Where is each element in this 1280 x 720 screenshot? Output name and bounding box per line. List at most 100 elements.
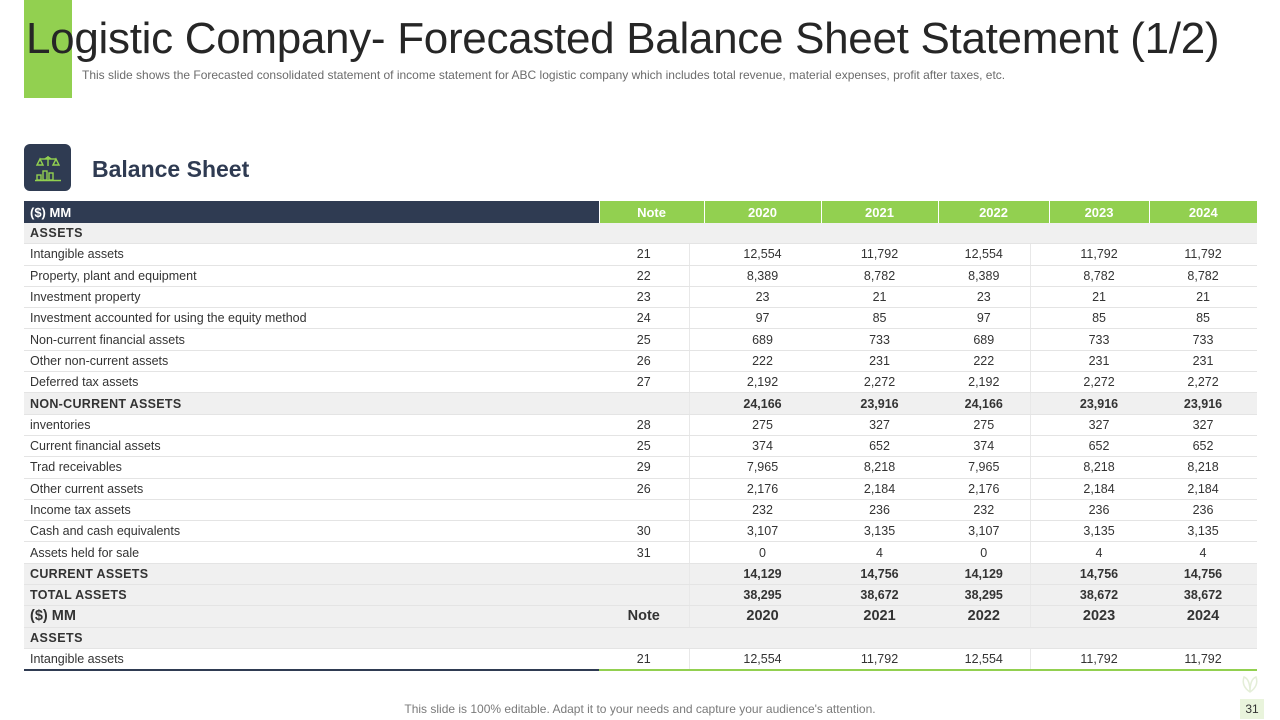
value-cell-2020: 222 <box>704 350 822 373</box>
cell-gap <box>688 605 705 628</box>
value-cell-2023: 38,672 <box>1049 584 1150 607</box>
note-cell <box>599 499 689 522</box>
cell-gap <box>1029 328 1050 351</box>
cell-gap <box>1029 648 1050 672</box>
value-cell-2024: 14,756 <box>1149 563 1258 586</box>
value-cell-2021: 2,184 <box>821 478 939 500</box>
cell-gap <box>688 435 705 458</box>
value-cell-2024: 236 <box>1149 499 1258 522</box>
page-number: 31 <box>1240 699 1264 719</box>
cell-gap <box>688 478 705 500</box>
cell-gap <box>1029 350 1050 373</box>
value-cell-2022: 222 <box>938 350 1031 373</box>
value-cell-2022: 14,129 <box>938 563 1031 586</box>
note-cell <box>599 392 689 415</box>
value-cell-2024: 2024 <box>1149 605 1258 628</box>
note-cell <box>599 584 689 607</box>
cell-gap <box>1029 243 1050 266</box>
leaf-logo-icon <box>1242 676 1258 693</box>
cell-gap <box>688 243 705 266</box>
row-filler <box>599 223 1258 245</box>
value-cell-2022: 3,107 <box>938 520 1031 543</box>
value-cell-2023: 21 <box>1049 286 1150 309</box>
row-label: Property, plant and equipment <box>24 265 599 287</box>
value-cell-2024: 733 <box>1149 328 1258 351</box>
value-cell-2024: 4 <box>1149 541 1258 564</box>
value-cell-2022: 12,554 <box>938 243 1031 266</box>
cell-gap <box>688 456 705 479</box>
value-cell-2023: 14,756 <box>1049 563 1150 586</box>
section-row: ASSETS <box>24 223 1258 245</box>
value-cell-2023: 236 <box>1049 499 1150 522</box>
value-cell-2020: 23 <box>704 286 822 309</box>
table-row: Assets held for sale 31 0 4 0 4 4 <box>24 541 1258 564</box>
value-cell-2020: 24,166 <box>704 392 822 415</box>
cell-gap <box>1029 456 1050 479</box>
table-row: Non-current financial assets 25 689 733 689 7… <box>24 328 1258 351</box>
cell-gap <box>688 286 705 309</box>
value-cell-2024: 38,672 <box>1149 584 1258 607</box>
value-cell-2024: 8,782 <box>1149 265 1258 287</box>
note-cell: 26 <box>599 350 689 373</box>
note-cell: 22 <box>599 265 689 287</box>
value-cell-2022: 8,389 <box>938 265 1031 287</box>
value-cell-2023: 327 <box>1049 414 1150 436</box>
value-cell-2023: 2,184 <box>1049 478 1150 500</box>
table-row: Current financial assets 25 374 652 374 652 65… <box>24 435 1258 458</box>
value-cell-2020: 8,389 <box>704 265 822 287</box>
cell-gap <box>688 584 705 607</box>
value-cell-2024: 8,218 <box>1149 456 1258 479</box>
cell-gap <box>1029 541 1050 564</box>
value-cell-2024: 2,184 <box>1149 478 1258 500</box>
note-cell <box>599 563 689 586</box>
value-cell-2023: 23,916 <box>1049 392 1150 415</box>
cell-gap <box>688 371 705 394</box>
value-cell-2020: 232 <box>704 499 822 522</box>
table-row: Other current assets 26 2,176 2,184 2,176 2,1… <box>24 478 1258 500</box>
cell-gap <box>1029 286 1050 309</box>
value-cell-2020: 12,554 <box>704 243 822 266</box>
value-cell-2021: 21 <box>821 286 939 309</box>
table-row: Property, plant and equipment 22 8,389 8,78… <box>24 265 1258 287</box>
cell-gap <box>1029 584 1050 607</box>
cell-gap <box>1029 605 1050 628</box>
value-cell-2024: 11,792 <box>1149 648 1258 672</box>
row-label: Income tax assets <box>24 499 599 522</box>
value-cell-2021: 652 <box>821 435 939 458</box>
value-cell-2021: 2,272 <box>821 371 939 394</box>
value-cell-2024: 652 <box>1149 435 1258 458</box>
value-cell-2021: 3,135 <box>821 520 939 543</box>
row-label: Other current assets <box>24 478 599 500</box>
value-cell-2020: 374 <box>704 435 822 458</box>
note-cell: 31 <box>599 541 689 564</box>
note-cell: 23 <box>599 286 689 309</box>
value-cell-2022: 374 <box>938 435 1031 458</box>
section-row: ASSETS <box>24 627 1258 649</box>
value-cell-2021: 11,792 <box>821 648 939 672</box>
value-cell-2022: 689 <box>938 328 1031 351</box>
value-cell-2023: 4 <box>1049 541 1150 564</box>
note-cell: 28 <box>599 414 689 436</box>
value-cell-2020: 2,192 <box>704 371 822 394</box>
cell-gap <box>1029 520 1050 543</box>
balance-sheet-table: ($) MM Note 2020 2021 2022 2023 2024 ASS… <box>24 201 1258 672</box>
note-cell: 29 <box>599 456 689 479</box>
table-row: Deferred tax assets 27 2,192 2,272 2,192 2,27… <box>24 371 1258 394</box>
column-header-2021: 2021 <box>820 201 939 223</box>
value-cell-2024: 2,272 <box>1149 371 1258 394</box>
note-cell: 25 <box>599 328 689 351</box>
value-cell-2020: 3,107 <box>704 520 822 543</box>
value-cell-2021: 11,792 <box>821 243 939 266</box>
row-label: Trad receivables <box>24 456 599 479</box>
value-cell-2020: 689 <box>704 328 822 351</box>
value-cell-2022: 2022 <box>938 605 1031 628</box>
cell-gap <box>688 563 705 586</box>
row-label: NON-CURRENT ASSETS <box>24 392 599 415</box>
value-cell-2022: 24,166 <box>938 392 1031 415</box>
note-cell: 26 <box>599 478 689 500</box>
value-cell-2020: 2020 <box>704 605 822 628</box>
note-cell: 21 <box>599 648 689 672</box>
row-label: Investment property <box>24 286 599 309</box>
cell-gap <box>688 499 705 522</box>
cell-gap <box>688 520 705 543</box>
